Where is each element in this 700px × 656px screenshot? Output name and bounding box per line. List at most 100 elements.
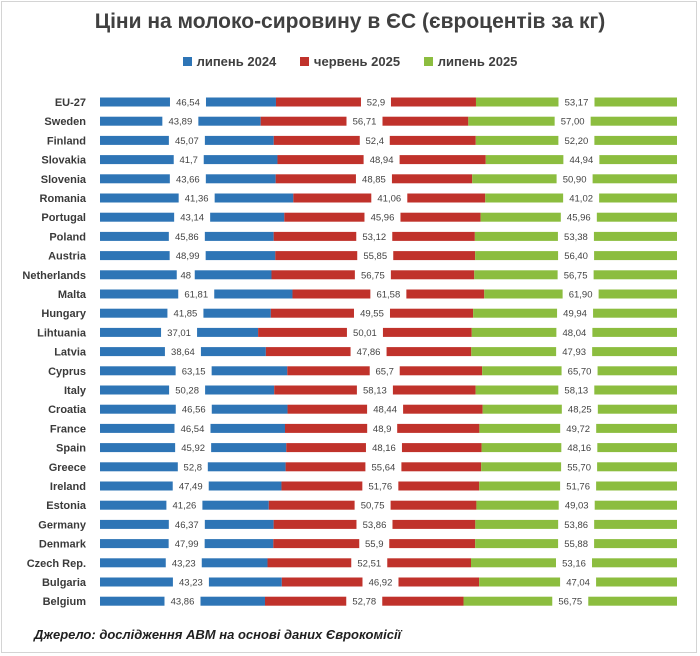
data-label: 53,17 xyxy=(565,98,589,109)
data-label-background xyxy=(161,326,198,339)
legend-label-2: липень 2025 xyxy=(437,54,518,69)
data-label-background xyxy=(367,403,404,416)
data-label-background xyxy=(346,326,383,339)
category-label: Denmark xyxy=(39,539,87,551)
data-label-background xyxy=(561,460,598,473)
data-label: 58,13 xyxy=(564,386,588,397)
data-label: 46,54 xyxy=(181,424,205,435)
data-label-background xyxy=(557,307,594,320)
data-label: 55,88 xyxy=(564,539,588,550)
data-label-background xyxy=(363,153,400,166)
data-label: 52,20 xyxy=(564,136,588,147)
data-label-background xyxy=(359,134,390,147)
category-label: Slovakia xyxy=(41,155,87,167)
category-label: EU-27 xyxy=(55,97,86,109)
data-label-background xyxy=(177,460,208,473)
data-label: 41,06 xyxy=(377,194,401,205)
data-label-background xyxy=(350,345,387,358)
category-label: Latvia xyxy=(54,347,87,359)
data-label: 41,85 xyxy=(174,309,198,320)
data-label-background xyxy=(172,576,209,588)
data-label-background xyxy=(168,134,205,147)
data-label-background xyxy=(357,249,394,262)
data-label-background xyxy=(178,192,215,204)
data-label: 65,7 xyxy=(375,366,394,377)
data-label: 46,56 xyxy=(182,405,206,416)
data-label: 55,9 xyxy=(365,539,384,550)
data-label: 58,13 xyxy=(363,386,387,397)
data-label-background xyxy=(353,307,390,320)
data-label-background xyxy=(362,576,399,588)
category-label: Croatia xyxy=(48,404,87,416)
data-label-background xyxy=(563,153,600,166)
category-label: Czech Rep. xyxy=(27,558,86,570)
category-label: Italy xyxy=(64,385,87,397)
data-label: 47,99 xyxy=(175,539,199,550)
data-label: 46,92 xyxy=(369,578,393,589)
data-label: 52,51 xyxy=(357,558,381,569)
data-label-background xyxy=(558,499,595,512)
data-label-background xyxy=(557,230,594,243)
data-label: 63,15 xyxy=(182,366,206,377)
category-label: France xyxy=(50,423,86,435)
category-label: Germany xyxy=(38,519,87,531)
data-label-background xyxy=(561,364,598,377)
data-label-background xyxy=(362,480,399,492)
data-label: 56,75 xyxy=(361,270,385,281)
data-label: 50,90 xyxy=(563,174,587,185)
source-note: Джерело: дослідження АВМ на основі даних… xyxy=(34,627,402,642)
data-label-background xyxy=(556,556,593,569)
category-label: Hungary xyxy=(41,308,87,320)
data-label: 48,9 xyxy=(373,424,392,435)
category-label: Belgium xyxy=(43,596,87,608)
data-label: 41,26 xyxy=(173,501,197,512)
data-label-background xyxy=(168,518,205,531)
data-label-background xyxy=(168,537,205,550)
data-label-background xyxy=(169,384,206,396)
data-label: 53,16 xyxy=(562,558,586,569)
data-label: 48 xyxy=(180,270,191,281)
data-label: 41,7 xyxy=(179,155,198,166)
data-label-background xyxy=(360,96,391,108)
data-label-background xyxy=(561,441,598,454)
data-label-background xyxy=(175,403,212,416)
data-label: 48,85 xyxy=(362,174,386,185)
data-label-background xyxy=(173,153,204,166)
data-label: 45,07 xyxy=(175,136,199,147)
data-label: 52,4 xyxy=(366,136,385,147)
data-label: 41,02 xyxy=(569,194,593,205)
data-label: 43,23 xyxy=(179,578,203,589)
data-label-background xyxy=(558,518,595,531)
data-label-background xyxy=(562,288,599,300)
data-label: 52,78 xyxy=(352,597,376,608)
data-label: 37,01 xyxy=(167,328,191,339)
category-label: Lihtuania xyxy=(37,327,87,339)
data-label: 61,81 xyxy=(184,290,208,301)
data-label: 48,44 xyxy=(373,405,397,416)
data-label: 48,25 xyxy=(568,405,592,416)
data-label-background xyxy=(175,441,212,454)
legend-item-series-0: липень 2024 xyxy=(182,54,276,69)
legend-swatch-2 xyxy=(423,57,433,66)
legend-swatch-1 xyxy=(299,57,309,66)
data-label: 53,86 xyxy=(363,520,387,531)
category-label: Romania xyxy=(40,193,87,205)
data-label-background xyxy=(557,268,594,281)
data-label: 50,75 xyxy=(361,501,385,512)
data-label-background xyxy=(560,422,597,435)
data-label: 45,92 xyxy=(181,443,205,454)
data-label: 56,75 xyxy=(564,270,588,281)
data-label: 56,40 xyxy=(564,251,588,262)
legend-item-series-1: червень 2025 xyxy=(299,54,400,69)
data-label: 43,66 xyxy=(176,174,200,185)
data-label-background xyxy=(356,518,393,531)
data-label-background xyxy=(166,499,203,512)
data-label-background xyxy=(169,96,206,108)
data-label-background xyxy=(556,326,593,339)
data-label: 55,70 xyxy=(567,462,591,473)
category-label: Estonia xyxy=(46,500,87,512)
data-label-background xyxy=(346,115,383,128)
data-label: 48,04 xyxy=(562,328,586,339)
data-label: 43,14 xyxy=(180,213,204,224)
data-label-background xyxy=(558,134,595,147)
